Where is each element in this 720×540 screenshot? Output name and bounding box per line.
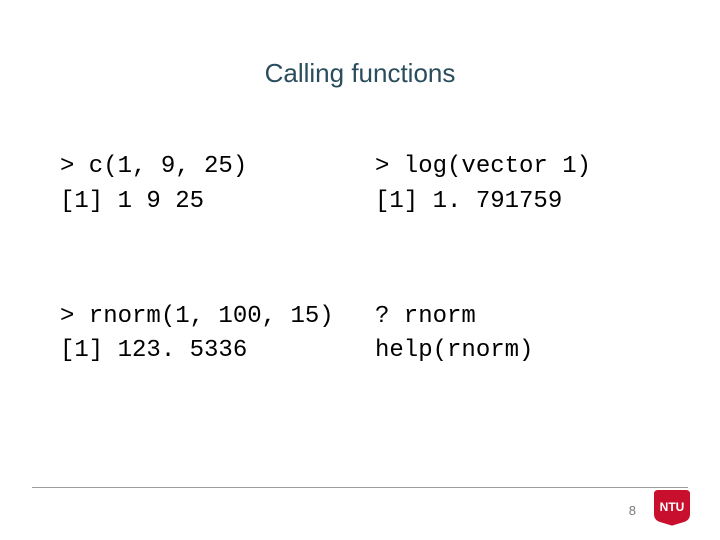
slide-title: Calling functions bbox=[0, 58, 720, 89]
code-cell: > log(vector 1) [1] 1. 791759 bbox=[375, 150, 680, 220]
footer-divider bbox=[32, 487, 688, 488]
code-line: [1] 1 9 25 bbox=[60, 188, 204, 215]
code-line: > rnorm(1, 100, 15) bbox=[60, 303, 334, 330]
code-line: ? rnorm bbox=[375, 303, 476, 330]
page-number: 8 bbox=[629, 503, 636, 518]
code-line: > c(1, 9, 25) bbox=[60, 153, 247, 180]
code-cell: > c(1, 9, 25) [1] 1 9 25 bbox=[60, 150, 365, 220]
slide: Calling functions > c(1, 9, 25) [1] 1 9 … bbox=[0, 0, 720, 540]
code-cell: > rnorm(1, 100, 15) [1] 123. 5336 bbox=[60, 300, 365, 370]
ntu-logo: NTU bbox=[654, 490, 690, 526]
logo-text: NTU bbox=[660, 500, 685, 514]
code-cell: ? rnorm help(rnorm) bbox=[375, 300, 680, 370]
code-line: [1] 123. 5336 bbox=[60, 337, 247, 364]
code-grid: > c(1, 9, 25) [1] 1 9 25 > log(vector 1)… bbox=[60, 150, 680, 369]
code-line: > log(vector 1) bbox=[375, 153, 591, 180]
code-line: [1] 1. 791759 bbox=[375, 188, 562, 215]
code-line: help(rnorm) bbox=[375, 337, 533, 364]
